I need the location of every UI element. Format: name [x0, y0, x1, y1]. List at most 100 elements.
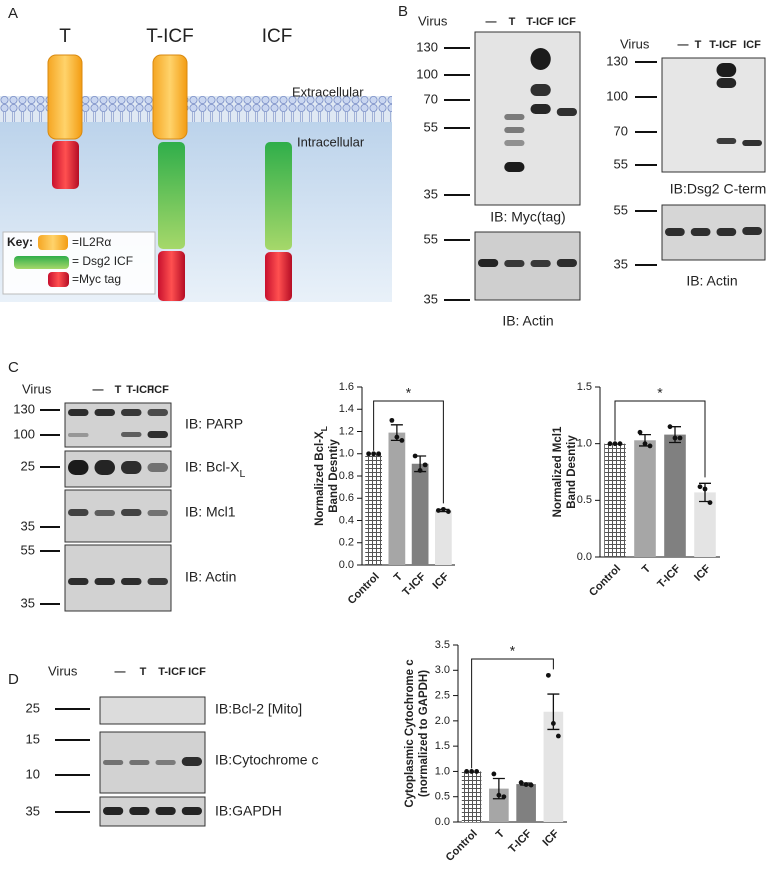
data-point: [366, 451, 372, 457]
band: [181, 807, 202, 815]
bar: [604, 443, 626, 557]
band: [504, 162, 525, 172]
band: [742, 227, 762, 235]
band: [103, 807, 124, 815]
marker-label: 35: [614, 256, 628, 271]
data-point: [667, 424, 673, 430]
blot-label: IB: Actin: [185, 569, 236, 585]
y-axis-label: Normalized Mcl1: [552, 426, 564, 517]
marker-label: 55: [424, 231, 438, 246]
band: [121, 409, 142, 416]
band: [530, 48, 551, 70]
lane-label: T-ICF: [709, 39, 737, 51]
band: [155, 760, 176, 765]
y-tick-label: 1.6: [339, 381, 354, 393]
key-item: = Dsg2 ICF: [72, 254, 133, 268]
band: [504, 114, 525, 120]
band: [68, 433, 89, 437]
key-item: =IL2Rα: [72, 235, 111, 249]
data-point: [647, 443, 653, 449]
y-axis-label: Cytoplasmic Cytochrome c: [404, 659, 416, 808]
lane-label: —: [678, 39, 689, 51]
y-tick-label: 2.5: [435, 689, 450, 701]
y-tick-label: 0.8: [339, 470, 354, 482]
x-tick-label: T: [640, 563, 653, 576]
key-swatch: [48, 272, 69, 287]
band: [68, 509, 89, 516]
label: Intracellular: [297, 134, 365, 149]
band: [129, 760, 150, 765]
band: [690, 228, 711, 236]
blot-label: IB: Bcl-XL: [185, 459, 245, 480]
y-axis-label: Normalized Bcl-XL: [314, 426, 329, 526]
y-tick-label: 0.6: [339, 492, 354, 504]
band: [716, 138, 737, 144]
data-point: [672, 435, 678, 441]
significance-label: *: [406, 385, 412, 401]
x-tick-label: T-ICF: [400, 570, 428, 598]
band: [94, 510, 115, 516]
blot-label: IB:Cytochrome c: [215, 752, 318, 768]
data-point: [612, 441, 618, 447]
band: [103, 760, 124, 765]
lane-label: —: [115, 666, 126, 678]
data-point: [376, 451, 382, 457]
construct-label: T: [59, 26, 71, 47]
subscript: L: [319, 426, 329, 431]
marker-label: 35: [26, 803, 40, 818]
y-tick-label: 0.0: [435, 816, 450, 828]
y-tick-label: 1.0: [339, 448, 354, 460]
y-tick-label: 0.5: [577, 494, 592, 506]
lane-label: ICF: [151, 384, 169, 396]
data-point: [707, 500, 713, 505]
data-point: [474, 769, 480, 774]
data-point: [417, 468, 423, 473]
band: [530, 104, 551, 114]
data-point: [545, 672, 551, 678]
band: [742, 140, 762, 146]
y-tick-label: 0.4: [339, 514, 354, 526]
band: [121, 432, 142, 437]
bar: [694, 492, 716, 557]
subscript: L: [239, 468, 245, 480]
panel-label: A: [8, 5, 18, 22]
marker-label: 70: [614, 123, 628, 138]
y-tick-label: 0.2: [339, 537, 354, 549]
label: IB: Actin: [686, 273, 737, 289]
x-tick-label: ICF: [692, 563, 713, 584]
data-point: [702, 486, 708, 492]
blot: [661, 57, 766, 173]
data-point: [550, 720, 556, 726]
blot: [99, 696, 206, 725]
band: [530, 84, 551, 96]
construct-label: T-ICF: [146, 26, 194, 47]
bar: [634, 440, 656, 557]
band: [556, 108, 577, 116]
label: IB:Dsg2 C-term: [670, 181, 766, 197]
marker-label: 130: [606, 53, 628, 68]
marker-label: 35: [424, 186, 438, 201]
band: [478, 259, 499, 267]
bar: [461, 771, 482, 822]
bar: [388, 432, 406, 565]
band: [147, 510, 168, 516]
band: [716, 63, 737, 77]
lane-label: T: [140, 666, 147, 678]
marker-label: 55: [614, 156, 628, 171]
data-point: [389, 417, 395, 423]
band: [147, 578, 168, 585]
key-item: =Myc tag: [72, 272, 121, 286]
lane-label: —: [93, 384, 104, 396]
lane-label: ICF: [188, 666, 206, 678]
x-tick-label: ICF: [431, 571, 452, 592]
data-point: [445, 509, 451, 514]
data-point: [523, 782, 529, 787]
data-point: [607, 441, 613, 447]
panel-label: B: [398, 3, 408, 20]
lane-label: T-ICF: [158, 666, 186, 678]
panel-label: C: [8, 359, 19, 376]
marker-label: 15: [26, 731, 40, 746]
bar: [435, 510, 452, 565]
